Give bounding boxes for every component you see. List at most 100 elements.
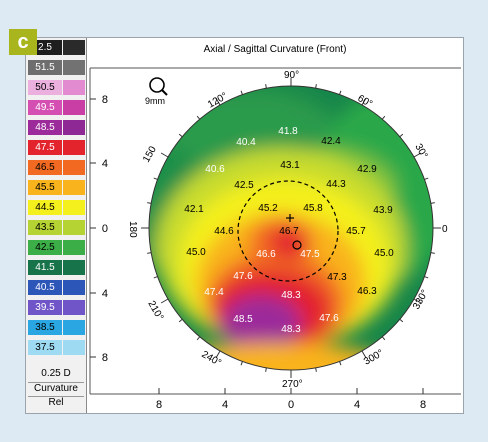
angle-tick <box>265 84 267 89</box>
legend-color-bar <box>63 200 85 215</box>
legend-color-bar <box>63 280 85 295</box>
angle-tick <box>413 152 422 158</box>
map-value: 43.1 <box>280 160 300 171</box>
angle-label-90: 90° <box>284 70 299 81</box>
legend-swatch-label: 49.5 <box>28 100 62 115</box>
map-value: 44.6 <box>214 226 234 237</box>
legend-swatch-label: 40.5 <box>28 280 62 295</box>
angle-tick <box>361 350 367 359</box>
legend-color-bar <box>63 180 85 195</box>
topography-panel: 2.5 51.5 50.5 49.5 48.5 47.5 46.5 45.5 44.5 43.5 4… <box>25 37 464 414</box>
angle-tick <box>178 133 183 138</box>
map-value: 42.9 <box>357 164 377 175</box>
angle-tick <box>430 202 435 204</box>
map-value: 40.4 <box>236 137 256 148</box>
x-tick-3: 0 <box>288 399 294 411</box>
legend-color-bar <box>63 220 85 235</box>
y-tick-4: 4 <box>102 288 108 300</box>
angle-tick <box>147 252 152 254</box>
pupil-center-marker <box>292 240 302 250</box>
scale-label: 9mm <box>145 96 165 106</box>
angle-tick <box>361 97 367 106</box>
angle-tick <box>215 97 221 106</box>
legend-mode-curvature[interactable]: Curvature <box>28 382 84 394</box>
legend-color-bar <box>63 320 85 335</box>
map-value: 44.3 <box>326 179 346 190</box>
map-value: 46.7 <box>279 226 299 237</box>
map-value: 47.6 <box>319 313 339 324</box>
legend-swatch-label: 39.5 <box>28 300 62 315</box>
angle-tick <box>315 367 317 372</box>
legend-color-bar <box>63 80 85 95</box>
legend-color-bar <box>63 260 85 275</box>
legend-color-bar <box>63 140 85 155</box>
map-value: 45.0 <box>374 248 394 259</box>
angle-tick <box>153 276 158 279</box>
map-value: 46.3 <box>357 286 377 297</box>
curvature-color-map <box>149 86 433 370</box>
map-value: 47.6 <box>233 271 253 282</box>
angle-tick <box>430 252 435 254</box>
angle-tick <box>381 336 386 341</box>
angle-tick <box>413 298 422 304</box>
angle-tick <box>178 318 183 323</box>
pupil-outline <box>237 180 339 282</box>
legend-color-bar <box>63 240 85 255</box>
angle-tick <box>147 202 152 204</box>
y-tick-2: 4 <box>102 158 108 170</box>
angle-label-180: 180 <box>127 221 138 238</box>
legend-step-label: 0.25 D <box>41 368 71 379</box>
legend-swatch-label: 44.5 <box>28 200 62 215</box>
angle-label-300: 300° <box>362 348 385 368</box>
angle-tick <box>215 350 221 359</box>
angle-label-0: 0 <box>442 224 448 235</box>
angle-tick <box>399 133 404 138</box>
map-value: 47.3 <box>327 272 347 283</box>
angle-tick <box>315 84 317 89</box>
legend-mode-rel[interactable]: Rel <box>28 396 84 408</box>
legend-color-bar <box>63 300 85 315</box>
angle-tick <box>339 90 342 95</box>
map-title: Axial / Sagittal Curvature (Front) <box>203 44 347 55</box>
legend-color-bar <box>63 340 85 355</box>
angle-tick <box>424 276 429 279</box>
angle-label-270: 270° <box>282 379 303 390</box>
legend-color-bar <box>63 120 85 135</box>
map-value: 41.8 <box>278 126 298 137</box>
legend-swatch-label: 51.5 <box>28 60 62 75</box>
map-value: 48.5 <box>233 314 253 325</box>
map-value: 45.0 <box>186 247 206 258</box>
angle-tick <box>240 361 243 366</box>
x-tick-4: 4 <box>354 399 360 411</box>
angle-tick <box>399 318 404 323</box>
map-value: 42.1 <box>184 204 204 215</box>
map-value: 40.6 <box>205 164 225 175</box>
angle-tick <box>153 177 158 180</box>
y-tick-5: 8 <box>102 352 108 364</box>
y-tick-3: 0 <box>102 223 108 235</box>
legend-color-bar <box>63 160 85 175</box>
legend-swatch-label: 41.5 <box>28 260 62 275</box>
color-scale-legend: 2.5 51.5 50.5 49.5 48.5 47.5 46.5 45.5 44.5 43.5 4… <box>26 38 87 413</box>
map-value: 47.4 <box>204 287 224 298</box>
angle-tick <box>265 367 267 372</box>
map-value: 45.2 <box>258 203 278 214</box>
legend-swatch-label: 50.5 <box>28 80 62 95</box>
legend-swatch-label: 46.5 <box>28 160 62 175</box>
y-tick-1: 8 <box>102 94 108 106</box>
topography-map: 8 4 0 4 8 8 4 0 4 8 9mm <box>89 67 461 411</box>
figure-label-badge: c <box>9 29 37 55</box>
legend-swatch-label: 48.5 <box>28 120 62 135</box>
angle-tick <box>381 115 386 120</box>
map-value: 42.5 <box>234 180 254 191</box>
legend-swatch-label: 47.5 <box>28 140 62 155</box>
zoom-magnifier-icon[interactable] <box>149 77 168 96</box>
apex-cross-marker <box>286 214 294 222</box>
x-tick-5: 8 <box>420 399 426 411</box>
angle-tick <box>196 115 201 120</box>
angle-tick <box>160 152 169 158</box>
map-value: 42.4 <box>321 136 341 147</box>
angle-tick <box>240 90 243 95</box>
angle-label-150: 150 <box>141 144 159 164</box>
angle-tick <box>196 336 201 341</box>
